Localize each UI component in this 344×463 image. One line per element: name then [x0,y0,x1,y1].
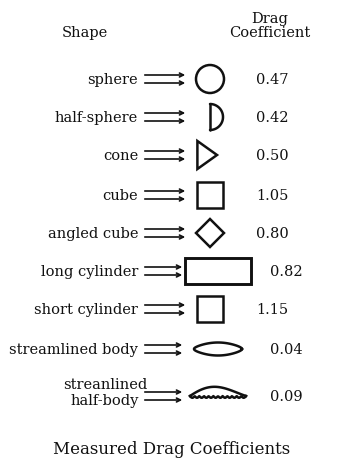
Text: half-sphere: half-sphere [55,111,138,125]
Bar [185,258,251,284]
Text: 0.47: 0.47 [256,73,289,87]
Text: 0.50: 0.50 [256,149,289,163]
Text: short cylinder: short cylinder [34,302,138,316]
Bar [197,296,223,322]
Text: Coefficient: Coefficient [229,26,311,40]
Text: long cylinder: long cylinder [41,264,138,278]
Text: Measured Drag Coefficients: Measured Drag Coefficients [53,441,291,457]
Text: 0.82: 0.82 [270,264,303,278]
Text: 0.80: 0.80 [256,226,289,240]
Text: cone: cone [103,149,138,163]
Bar [197,182,223,208]
Text: cube: cube [103,188,138,202]
Text: 1.05: 1.05 [256,188,288,202]
Text: sphere: sphere [87,73,138,87]
Text: angled cube: angled cube [47,226,138,240]
Text: Drag: Drag [251,12,288,26]
Text: 0.09: 0.09 [270,389,303,403]
Text: streamlined body: streamlined body [9,342,138,356]
Text: 0.42: 0.42 [256,111,289,125]
Text: streanlined: streanlined [63,377,147,391]
Text: 1.15: 1.15 [256,302,288,316]
Text: half-body: half-body [71,393,139,407]
Text: 0.04: 0.04 [270,342,303,356]
Text: Shape: Shape [62,26,108,40]
